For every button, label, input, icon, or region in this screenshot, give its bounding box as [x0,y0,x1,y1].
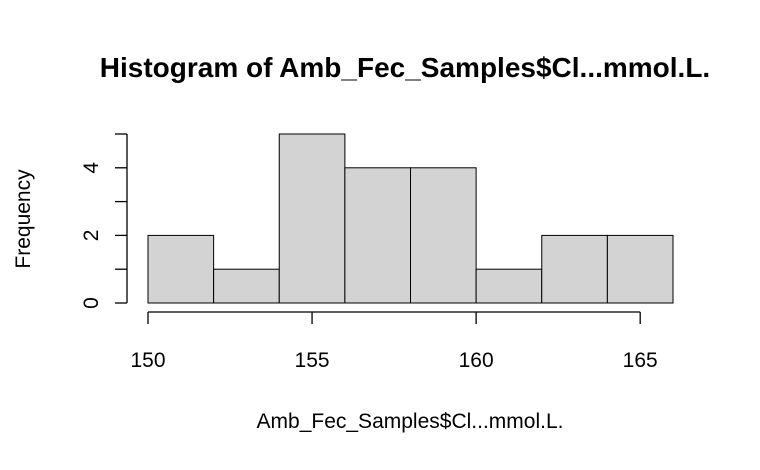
bars-group [147,133,674,304]
histogram-bar-5 [475,268,543,304]
y-tick-label-2: 2 [80,230,103,242]
x-tick-label-2: 160 [459,349,494,372]
y-tick-label-4: 4 [80,162,103,174]
chart-title: Histogram of Amb_Fec_Samples$Cl...mmol.L… [100,52,710,83]
x-tick-label-3: 165 [623,349,658,372]
histogram-bar-3 [344,167,411,304]
histogram-bar-7 [606,234,674,304]
x-tick-label-1: 155 [295,349,330,372]
y-tick-label-0: 0 [80,297,103,309]
histogram-bar-1 [213,268,280,304]
histogram-bar-4 [410,167,477,304]
y-axis-label: Frequency [12,169,35,269]
y-axis: 0 2 4 [80,133,128,309]
histogram-bar-6 [541,234,608,304]
histogram-bar-2 [278,133,346,304]
x-tick-label-0: 150 [130,349,165,372]
x-axis-label: Amb_Fec_Samples$Cl...mmol.L. [257,410,564,433]
histogram-bar-0 [147,234,215,304]
x-axis: 150 155 160 165 [130,311,658,372]
